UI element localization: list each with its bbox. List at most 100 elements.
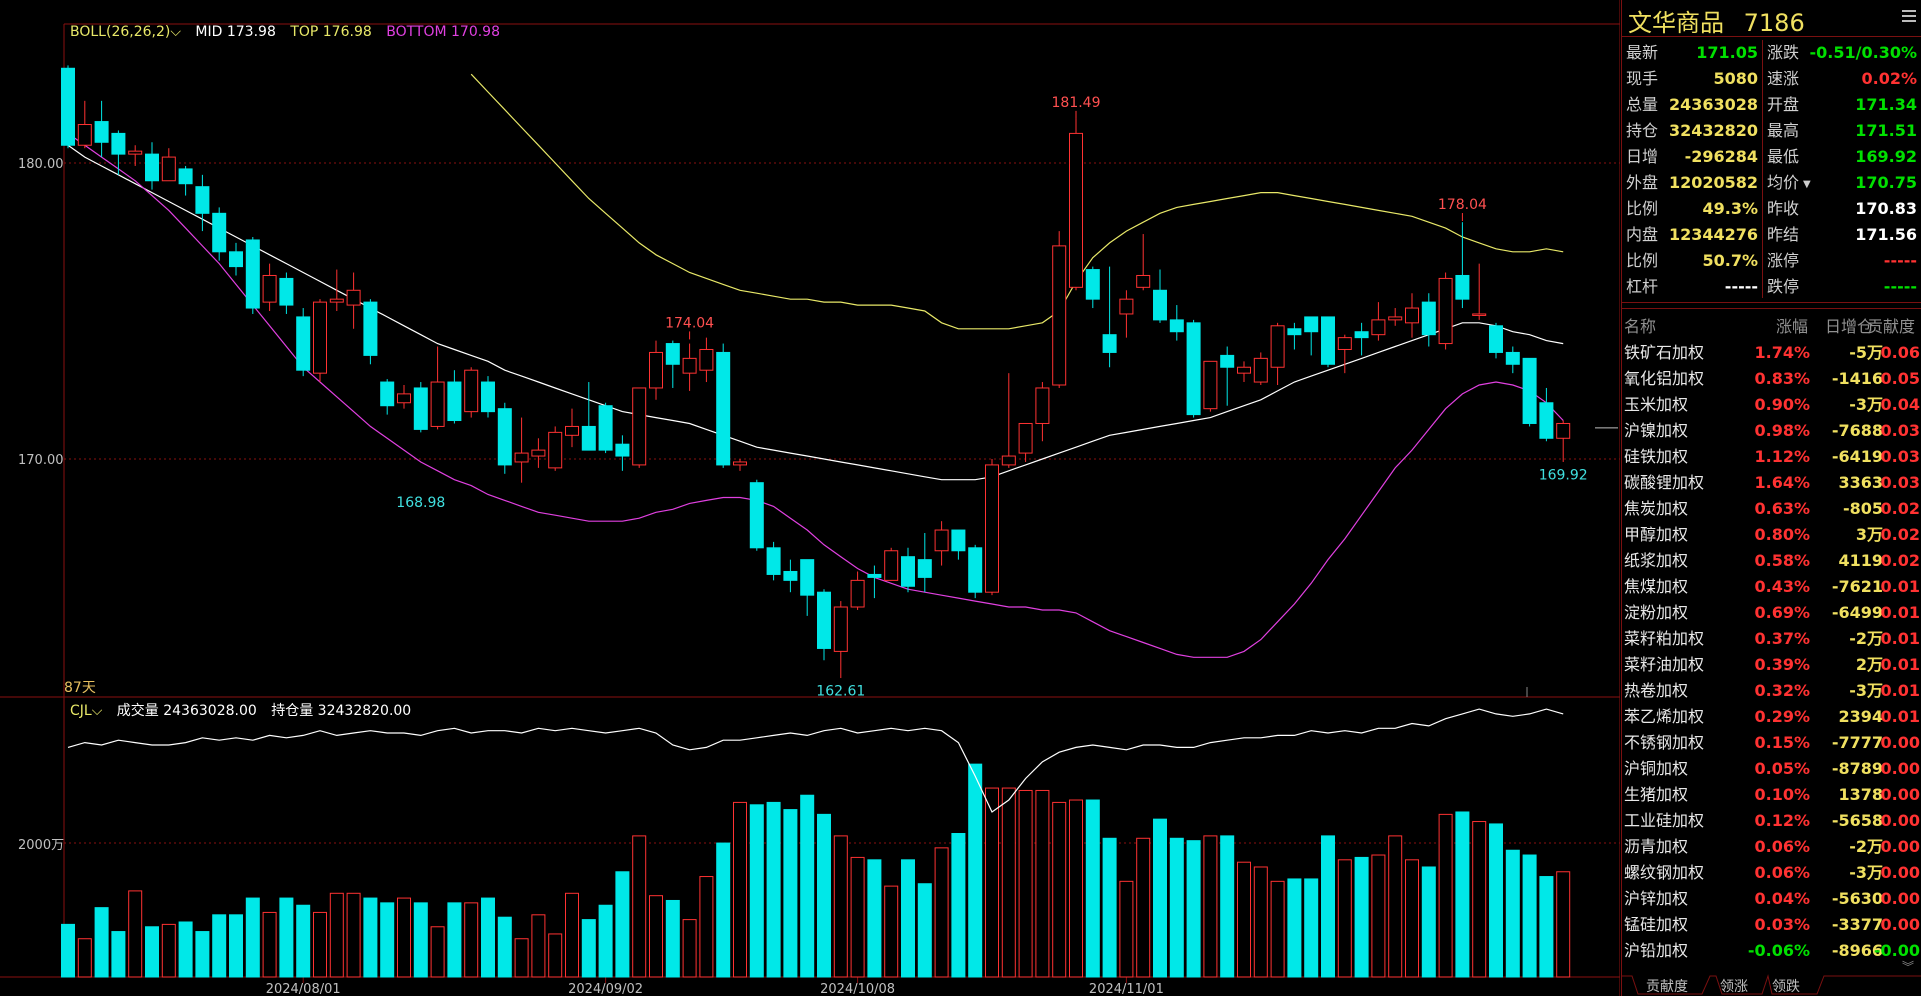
candle-body [783,570,798,581]
list-item[interactable]: 淀粉加权 0.69% -6499 0.01 [1622,600,1921,626]
list-item[interactable]: 菜籽油加权 0.39% 2万 0.01 [1622,652,1921,678]
volume-bar [464,902,479,978]
boll-label[interactable]: BOLL(26,26,2) [70,24,171,40]
item-change-pct: 1.12% [1754,447,1810,466]
list-item[interactable]: 碳酸锂加权 1.64% 3363 0.03 [1622,470,1921,496]
list-item[interactable]: 沪铅加权 -0.06% -8966 -0.00 [1622,938,1921,964]
cjl-label[interactable]: CJL [70,703,92,719]
chevron-down-icon[interactable]: ▼ [1803,179,1811,190]
list-item[interactable]: 玉米加权 0.90% -3万 0.04 [1622,392,1921,418]
candle-body [581,425,596,451]
item-contribution: 0.00 [1880,915,1920,934]
candle-body [934,529,949,552]
list-item[interactable]: 纸浆加权 0.58% 4119 0.02 [1622,548,1921,574]
list-item[interactable]: 沪镍加权 0.98% -7688 0.03 [1622,418,1921,444]
chevron-down-icon[interactable]: ⌵ [91,703,103,719]
item-oi-delta: -3万 [1849,681,1883,700]
candle [833,601,848,679]
menu-icon[interactable] [1902,10,1916,24]
candle-body [229,251,243,268]
candle-body [464,369,479,413]
list-item[interactable]: 螺纹钢加权 0.06% -3万 0.00 [1622,860,1921,886]
list-item[interactable]: 铁矿石加权 1.74% -5万 0.06 [1622,340,1921,366]
volume-bar [783,809,798,978]
candle [901,547,915,593]
column-header-name[interactable]: 名称 [1624,317,1657,336]
tab-top-gainers[interactable]: 领涨 [1720,979,1748,995]
scroll-down-icon[interactable]: ︾ [1901,960,1914,974]
kline-chart[interactable]: 180.00 170.00 2024/08/01 2024/09/02 2024/10/… [0,0,1620,996]
volume-bar [632,835,647,978]
volume-bar [279,897,294,978]
list-item[interactable]: 菜籽粕加权 0.37% -2万 0.01 [1622,626,1921,652]
volume-bar [565,892,579,978]
list-item[interactable]: 锰硅加权 0.03% -3377 0.00 [1622,912,1921,938]
list-item[interactable]: 氧化铝加权 0.83% -1416 0.05 [1622,366,1921,392]
column-header-delta[interactable]: 日增仓 [1825,317,1874,336]
item-contribution: 0.00 [1880,759,1920,778]
quote-value: 32432820 [1668,121,1758,140]
quote-row: 杠杆 ----- [1626,274,1758,300]
volume-bar [1472,821,1487,978]
candle-body [1119,298,1134,315]
list-item[interactable]: 沪铜加权 0.05% -8789 0.00 [1622,756,1921,782]
list-item[interactable]: 沪锌加权 0.04% -5630 0.00 [1622,886,1921,912]
candle-body [145,153,159,182]
candle [397,385,411,409]
candle-body [766,547,781,575]
item-change-pct: 0.32% [1754,681,1810,700]
quote-label: 比例 [1626,251,1659,270]
candle-body [1018,422,1033,454]
candle [1522,357,1537,427]
volume-bar [77,938,92,978]
item-oi-delta: -6499 [1831,603,1883,622]
quote-value: 169.92 [1855,147,1917,166]
volume-bar [665,899,680,978]
item-change-pct: -0.06% [1747,941,1810,960]
candle [1455,222,1470,309]
quote-label: 内盘 [1626,225,1659,244]
candle [1052,231,1067,388]
candle-body [1035,387,1050,424]
list-item[interactable]: 生猪加权 0.10% 1378 0.00 [1622,782,1921,808]
price-annotation: 178.04 [1438,197,1487,213]
candle [565,408,579,448]
list-item[interactable]: 焦煤加权 0.43% -7621 0.01 [1622,574,1921,600]
item-oi-delta: -5658 [1831,811,1883,830]
candle [1237,361,1251,383]
tab-top-losers[interactable]: 领跌 [1772,979,1800,995]
candle-body [296,316,311,371]
candle-body [649,351,663,389]
list-item[interactable]: 焦炭加权 0.63% -805 0.02 [1622,496,1921,522]
chevron-down-icon[interactable]: ⌵ [170,24,181,40]
tab-contribution[interactable]: 贡献度 [1646,979,1688,995]
quote-row: 内盘 12344276 [1626,222,1758,248]
candle-body [1438,277,1453,345]
column-header-contrib[interactable]: 贡献度 [1867,317,1916,336]
candle-body [716,351,731,466]
quote-row: 涨跌 -0.51/0.30% [1767,40,1917,66]
quote-row: 最新 171.05 [1626,40,1758,66]
list-item[interactable]: 不锈钢加权 0.15% -7777 0.00 [1622,730,1921,756]
volume-bar [212,914,227,978]
volume-bar [1169,837,1184,978]
list-item[interactable]: 苯乙烯加权 0.29% 2394 0.01 [1622,704,1921,730]
volume-bar [128,890,143,978]
volume-bar [934,847,949,978]
column-header-pct[interactable]: 涨幅 [1776,317,1809,336]
kline-chart-area[interactable]: 180.00 170.00 2024/08/01 2024/09/02 2024/10/… [0,0,1620,996]
volume-bar [901,859,915,978]
list-item[interactable]: 甲醇加权 0.80% 3万 0.02 [1622,522,1921,548]
candle [464,367,479,418]
volume-bar [161,923,176,978]
volume-bar [1220,835,1235,978]
list-item[interactable]: 硅铁加权 1.12% -6419 0.03 [1622,444,1921,470]
list-item[interactable]: 沥青加权 0.06% -2万 0.00 [1622,834,1921,860]
candle [497,402,512,474]
list-item[interactable]: 工业硅加权 0.12% -5658 0.00 [1622,808,1921,834]
item-change-pct: 1.74% [1754,343,1810,362]
candle-body [1505,351,1520,365]
volume-bar [581,919,596,978]
list-item[interactable]: 热卷加权 0.32% -3万 0.01 [1622,678,1921,704]
volume-scale-label: 2000万 [18,838,65,853]
